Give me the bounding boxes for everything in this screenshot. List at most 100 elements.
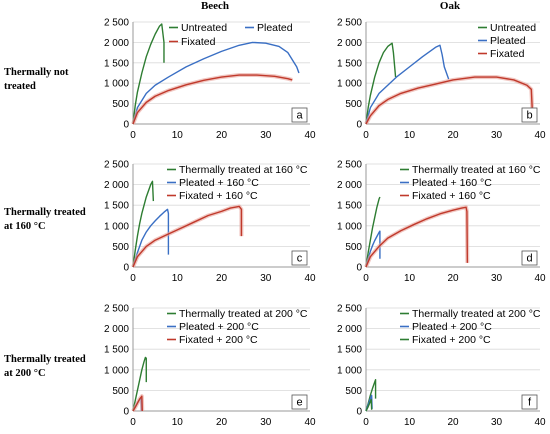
panel-a: 0 500 1 000 1 500 2 000 2 500 0 10 20 30 40 Untreat…	[104, 18, 316, 142]
legend-label: Fixated + 160 °C	[179, 190, 258, 202]
legend-label: Fixated	[181, 36, 216, 48]
legend-label: Fixated + 200 °C	[179, 334, 258, 346]
series-line	[132, 23, 165, 125]
series-line	[132, 395, 143, 412]
x-tick-label: 0	[363, 130, 369, 141]
x-tick-label: 10	[172, 273, 184, 284]
x-tick-label: 30	[491, 273, 503, 284]
legend-label: Pleated + 200 °C	[179, 321, 259, 333]
legend-label: Fixated	[490, 48, 525, 60]
y-tick-label: 500	[112, 386, 129, 397]
legend-label: Thermally treated at 200 °C	[179, 308, 308, 320]
x-tick-label: 20	[216, 130, 228, 141]
x-tick-label: 10	[172, 417, 184, 428]
x-tick-label: 0	[130, 273, 136, 284]
y-tick-label: 0	[123, 263, 129, 274]
y-tick-label: 2 500	[104, 18, 129, 29]
panel-label: f	[528, 397, 532, 409]
legend-label: Fixated + 200 °C	[412, 334, 491, 346]
panel-b: 0 500 1 000 1 500 2 000 2 500 0 10 20 30 40 Untreat…	[337, 18, 546, 142]
x-tick-label: 20	[447, 417, 459, 428]
legend-label: Thermally treated at 200 °C	[412, 308, 541, 320]
y-tick-label: 1 000	[104, 79, 129, 90]
legend-label: Pleated	[490, 35, 526, 47]
x-tick-label: 40	[534, 417, 546, 428]
panel-label-box	[291, 250, 308, 266]
series-line	[132, 74, 293, 125]
y-tick-label: 1 500	[104, 345, 129, 356]
panel-label: c	[297, 253, 303, 265]
y-tick-label: 0	[356, 120, 362, 131]
series-line	[365, 76, 533, 125]
y-tick-label: 0	[356, 263, 362, 274]
panel-label: a	[296, 110, 303, 122]
series-line	[132, 356, 147, 412]
y-tick-label: 1 500	[337, 58, 362, 69]
series-line	[365, 398, 373, 412]
row-title-160: Thermally treated at 160 °C	[4, 207, 86, 232]
legend-label: Pleated + 160 °C	[412, 177, 492, 189]
panel-label-box	[521, 394, 538, 410]
x-tick-label: 0	[130, 130, 136, 141]
legend-label: Untreated	[181, 22, 227, 34]
x-tick-label: 30	[260, 417, 272, 428]
series-band	[131, 73, 293, 125]
y-tick-label: 1 500	[337, 345, 362, 356]
y-tick-label: 2 500	[337, 160, 362, 171]
y-tick-label: 500	[112, 242, 129, 253]
legend-label: Pleated	[257, 22, 293, 34]
series-line	[365, 42, 397, 125]
x-tick-label: 20	[447, 273, 459, 284]
y-tick-label: 1 000	[104, 365, 129, 376]
series-line	[365, 196, 381, 268]
legend-label: Thermally treated at 160 °C	[179, 164, 308, 176]
panel-label-box	[291, 394, 308, 410]
panel-label: e	[296, 397, 302, 409]
panel-label-box	[521, 107, 538, 123]
series-line	[132, 180, 155, 268]
series-band	[364, 205, 470, 268]
y-tick-label: 1 500	[337, 201, 362, 212]
x-tick-label: 10	[172, 130, 184, 141]
column-title-beech: Beech	[200, 0, 230, 12]
y-tick-label: 0	[123, 120, 129, 131]
x-tick-label: 20	[447, 130, 459, 141]
x-tick-label: 40	[534, 130, 546, 141]
x-tick-label: 30	[260, 130, 272, 141]
x-tick-label: 10	[404, 130, 416, 141]
panel-d: 0 500 1 000 1 500 2 000 2 500 0 10 20 30 40 Thermal…	[337, 160, 546, 285]
x-tick-label: 30	[260, 273, 272, 284]
x-tick-label: 0	[363, 417, 369, 428]
x-tick-label: 10	[404, 417, 416, 428]
y-tick-label: 2 500	[337, 304, 362, 315]
y-tick-label: 2 000	[104, 180, 129, 191]
series-band	[364, 75, 535, 125]
legend-label: Pleated + 200 °C	[412, 321, 492, 333]
legend-label: Thermally treated at 160 °C	[412, 164, 541, 176]
panel-label-box	[291, 107, 308, 123]
panel-label: b	[526, 110, 532, 122]
panel-f: 0 500 1 000 1 500 2 000 2 500 0 10 20 30 40 Thermal…	[337, 304, 546, 429]
series-line	[132, 208, 170, 268]
series-line	[365, 44, 450, 125]
y-tick-label: 1 500	[104, 58, 129, 69]
column-title-oak: Oak	[439, 0, 461, 12]
x-tick-label: 40	[534, 273, 546, 284]
series-band	[131, 204, 244, 268]
y-tick-label: 2 000	[104, 324, 129, 335]
y-tick-label: 500	[345, 242, 362, 253]
legend-label: Untreated	[490, 22, 536, 34]
y-tick-label: 1 000	[337, 365, 362, 376]
x-tick-label: 20	[216, 417, 228, 428]
panel-label-box	[521, 250, 538, 266]
x-tick-label: 40	[304, 273, 316, 284]
series-line	[365, 206, 469, 268]
y-tick-label: 1 500	[104, 201, 129, 212]
y-tick-label: 500	[345, 386, 362, 397]
y-tick-label: 2 000	[337, 180, 362, 191]
row-title-not-treated: Thermally not treated	[4, 67, 69, 92]
x-tick-label: 30	[491, 417, 503, 428]
y-tick-label: 2 000	[337, 38, 362, 49]
